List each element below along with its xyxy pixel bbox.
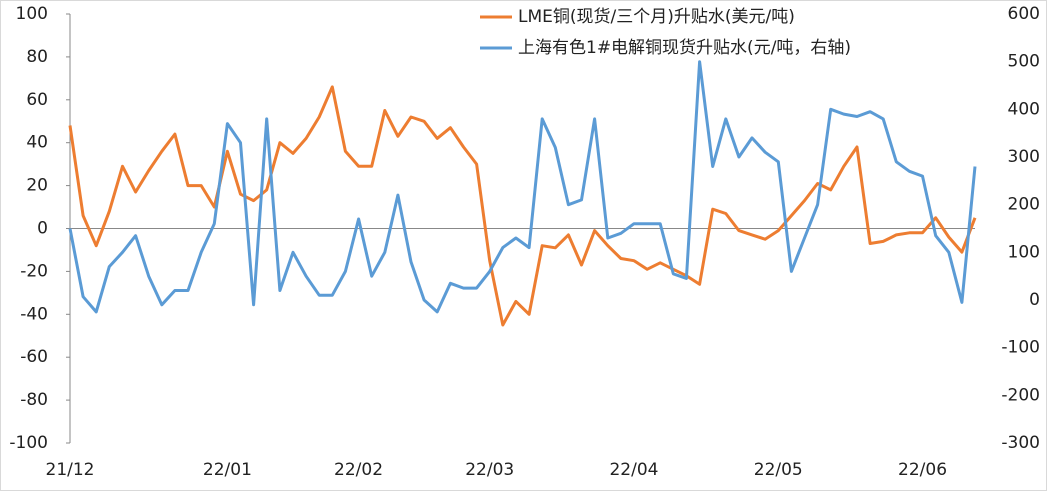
y2-tick-label: 300: [1008, 147, 1040, 167]
y2-tick-label: -300: [1001, 433, 1040, 453]
y2-tick-label: 100: [1008, 242, 1040, 262]
y-tick-label: -40: [20, 304, 48, 324]
y2-tick-label: -100: [1001, 338, 1040, 358]
x-tick-label: 22/01: [203, 460, 252, 480]
y-tick-label: 0: [37, 219, 48, 239]
x-tick-label: 22/05: [754, 460, 803, 480]
y2-tick-label: 200: [1008, 195, 1040, 215]
series-line: [68, 60, 977, 314]
x-tick-label: 22/04: [609, 460, 658, 480]
y2-tick-label: 400: [1008, 99, 1040, 119]
y2-tick-label: -200: [1001, 385, 1040, 405]
y-tick-label: 40: [26, 133, 48, 153]
y-tick-label: -20: [20, 261, 48, 281]
y2-tick-label: 500: [1008, 52, 1040, 72]
x-tick-label: 21/12: [46, 460, 95, 480]
y-tick-label: -100: [9, 433, 48, 453]
y2-tick-label: 0: [1029, 290, 1040, 310]
y-tick-label: 20: [26, 176, 48, 196]
x-tick-label: 22/03: [465, 460, 514, 480]
x-tick-label: 22/02: [334, 460, 383, 480]
y-tick-label: 100: [16, 4, 48, 24]
y-tick-label: -60: [20, 347, 48, 367]
x-tick-label: 22/06: [898, 460, 947, 480]
y-tick-label: 60: [26, 90, 48, 110]
y-tick-label: 80: [26, 47, 48, 67]
y-tick-label: -80: [20, 390, 48, 410]
legend-label: LME铜(现货/三个月)升贴水(美元/吨): [518, 7, 795, 27]
y2-tick-label: 600: [1008, 4, 1040, 24]
legend-label: 上海有色1#电解铜现货升贴水(元/吨，右轴): [518, 38, 851, 58]
